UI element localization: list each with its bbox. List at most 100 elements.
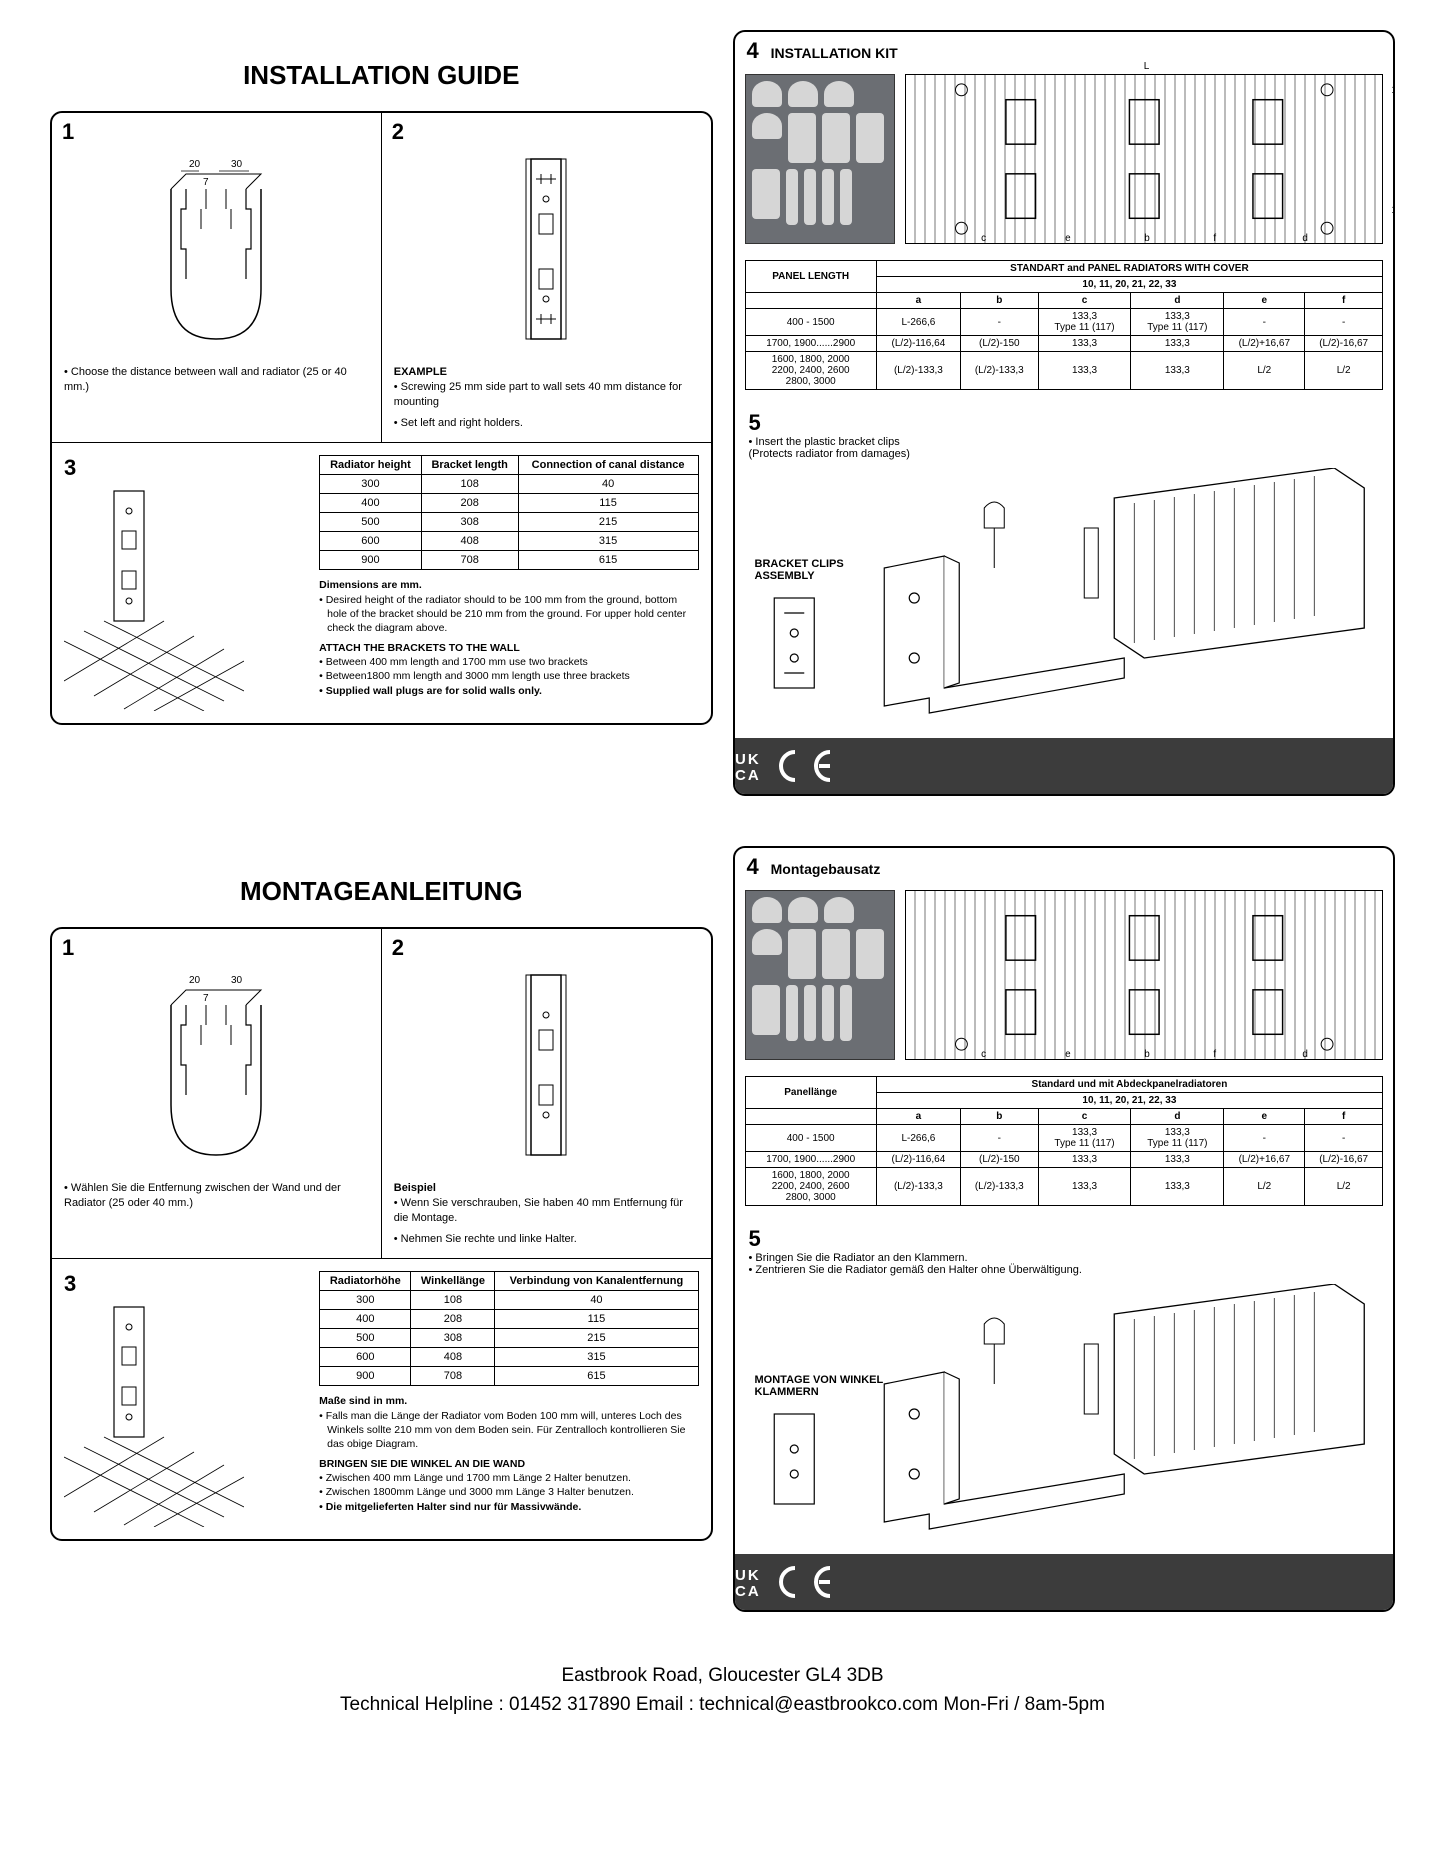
col: d — [1131, 293, 1224, 309]
table-cell: 115 — [518, 494, 698, 513]
table-cell: 133,3 — [1131, 352, 1224, 390]
table-cell: 215 — [495, 1329, 698, 1348]
step5-line1: • Insert the plastic bracket clips — [749, 436, 1380, 448]
th: Radiator height — [320, 456, 422, 475]
assembly-svg — [749, 468, 1380, 728]
step-3-de: 3 — [52, 1259, 711, 1539]
dim-122: 122 — [1391, 85, 1395, 96]
col: f — [1305, 1109, 1383, 1125]
example-line2: • Set left and right holders. — [394, 416, 699, 431]
table-row: 600408315 — [320, 1348, 698, 1367]
svg-text:c: c — [981, 233, 986, 243]
attach-b2-de: • Zwischen 1800mm Länge und 3000 mm Läng… — [327, 1485, 698, 1499]
table-cell: L/2 — [1224, 1168, 1305, 1206]
table-cell: 615 — [518, 551, 698, 570]
table-cell: - — [960, 1125, 1038, 1152]
table-cell: 615 — [495, 1367, 698, 1386]
table-cell: (L/2)+16,67 — [1224, 1152, 1305, 1168]
table-cell: 133,3 Type 11 (117) — [1038, 1125, 1131, 1152]
table-cell: (L/2)-150 — [960, 336, 1038, 352]
table-cell: (L/2)-150 — [960, 1152, 1038, 1168]
table-cell: 133,3 — [1038, 1152, 1131, 1168]
svg-text:30: 30 — [231, 975, 243, 986]
spec-table-en: PANEL LENGTH STANDART and PANEL RADIATOR… — [745, 260, 1384, 390]
german-guide: MONTAGEANLEITUNG 1 20 30 7 — [50, 846, 1395, 1612]
table-row: 1700, 1900......2900(L/2)-116,64(L/2)-15… — [745, 336, 1383, 352]
attach-title: ATTACH THE BRACKETS TO THE WALL — [319, 641, 698, 655]
assembly-diagram-de: MONTAGE VON WINKEL KLAMMERN — [749, 1284, 1380, 1544]
step5-line2-de: • Zentrieren Sie die Radiator gemäß den … — [749, 1264, 1380, 1276]
example-line1: • Screwing 25 mm side part to wall sets … — [394, 380, 699, 410]
kit-photo — [745, 890, 895, 1060]
svg-text:7: 7 — [203, 993, 209, 1004]
bracket-table-body-de: 3001084040020811550030821560040831590070… — [320, 1291, 698, 1386]
attach-b1: • Between 400 mm length and 1700 mm use … — [327, 655, 698, 669]
step-3-en: 3 — [52, 443, 711, 723]
step-number: 3 — [64, 1271, 305, 1297]
step2-caption: EXAMPLE • Screwing 25 mm side part to wa… — [394, 365, 699, 430]
title-en: INSTALLATION GUIDE — [50, 60, 713, 91]
table-cell: 1600, 1800, 2000 2200, 2400, 2600 2800, … — [745, 352, 876, 390]
example-title: EXAMPLE — [394, 365, 699, 380]
step-number: 1 — [62, 935, 74, 961]
table-cell: L-266,6 — [876, 1125, 960, 1152]
example-line2-de: • Nehmen Sie rechte und linke Halter. — [394, 1232, 699, 1247]
step5-line1-de: • Bringen Sie die Radiator an den Klamme… — [749, 1252, 1380, 1264]
table-cell: 400 - 1500 — [745, 1125, 876, 1152]
table-cell: 133,3 — [1038, 352, 1131, 390]
table-row: 400208115 — [320, 494, 698, 513]
table-cell: 133,3 — [1131, 336, 1224, 352]
table-cell: - — [960, 309, 1038, 336]
table-cell: 600 — [320, 532, 422, 551]
step-number: 2 — [392, 119, 404, 145]
table-cell: 40 — [495, 1291, 698, 1310]
table-row: 400208115 — [320, 1310, 698, 1329]
step-2-de: 2 Beispiel • Wenn Sie versc — [381, 929, 711, 1258]
right-panel-en: 4 INSTALLATION KIT L 122 30 — [733, 30, 1396, 796]
step1-caption-de: • Wählen Sie die Entfernung zwischen der… — [64, 1181, 369, 1211]
dims-note: Dimensions are mm. — [319, 578, 698, 592]
ce-mark-bar: UK CA — [735, 738, 1394, 794]
table-cell: (L/2)-133,3 — [876, 1168, 960, 1206]
table-cell: 133,3 — [1038, 336, 1131, 352]
table-cell: 133,3 — [1131, 1152, 1224, 1168]
left-column-de: MONTAGEANLEITUNG 1 20 30 7 — [50, 846, 713, 1612]
ukca-ce-icon: UK CA — [735, 1564, 875, 1600]
table-cell: 300 — [320, 1291, 411, 1310]
th: Winkellänge — [411, 1272, 495, 1291]
step-number: 3 — [64, 455, 305, 481]
table-cell: 708 — [411, 1367, 495, 1386]
table-row: 1600, 1800, 2000 2200, 2400, 2600 2800, … — [745, 1168, 1383, 1206]
step-number: 5 — [749, 1226, 761, 1251]
table-cell: 600 — [320, 1348, 411, 1367]
bracket-front-svg — [501, 965, 591, 1165]
table-cell: 308 — [411, 1329, 495, 1348]
table-cell: 1700, 1900......2900 — [745, 336, 876, 352]
attach-b3: • Supplied wall plugs are for solid wall… — [327, 684, 698, 698]
table-cell: 215 — [518, 513, 698, 532]
svg-text:UK: UK — [735, 751, 761, 768]
attach-b1-de: • Zwischen 400 mm Länge und 1700 mm Läng… — [327, 1471, 698, 1485]
attach-b2: • Between1800 mm length and 3000 mm leng… — [327, 669, 698, 683]
table-cell: 133,3 Type 11 (117) — [1131, 1125, 1224, 1152]
table-cell: (L/2)-116,64 — [876, 336, 960, 352]
attach-title-de: BRINGEN SIE DIE WINKEL AN DIE WAND — [319, 1457, 698, 1471]
step-number: 5 — [749, 410, 761, 435]
page-footer: Eastbrook Road, Gloucester GL4 3DB Techn… — [50, 1662, 1395, 1719]
table-cell: (L/2)-133,3 — [876, 352, 960, 390]
step-5-en: 5 • Insert the plastic bracket clips (Pr… — [735, 400, 1394, 738]
th: Verbindung von Kanalentfernung — [495, 1272, 698, 1291]
left-panel-en: 1 20 30 7 — [50, 111, 713, 725]
bracket-profile-diagram: 20 30 7 — [64, 139, 369, 359]
right-panel-de: 4 Montagebausatz — [733, 846, 1396, 1612]
col: a — [876, 293, 960, 309]
footer-line1: Eastbrook Road, Gloucester GL4 3DB — [50, 1662, 1395, 1691]
table-cell: (L/2)-116,64 — [876, 1152, 960, 1168]
ukca-ce-icon: UK CA — [735, 748, 875, 784]
col: b — [960, 293, 1038, 309]
svg-text:b: b — [1144, 233, 1150, 243]
table-cell: 133,3 — [1131, 1168, 1224, 1206]
notes-en: Dimensions are mm. • Desired height of t… — [319, 578, 698, 697]
left-panel-de: 1 20 30 7 • Wählen Sie di — [50, 927, 713, 1541]
table-cell: 208 — [421, 494, 518, 513]
